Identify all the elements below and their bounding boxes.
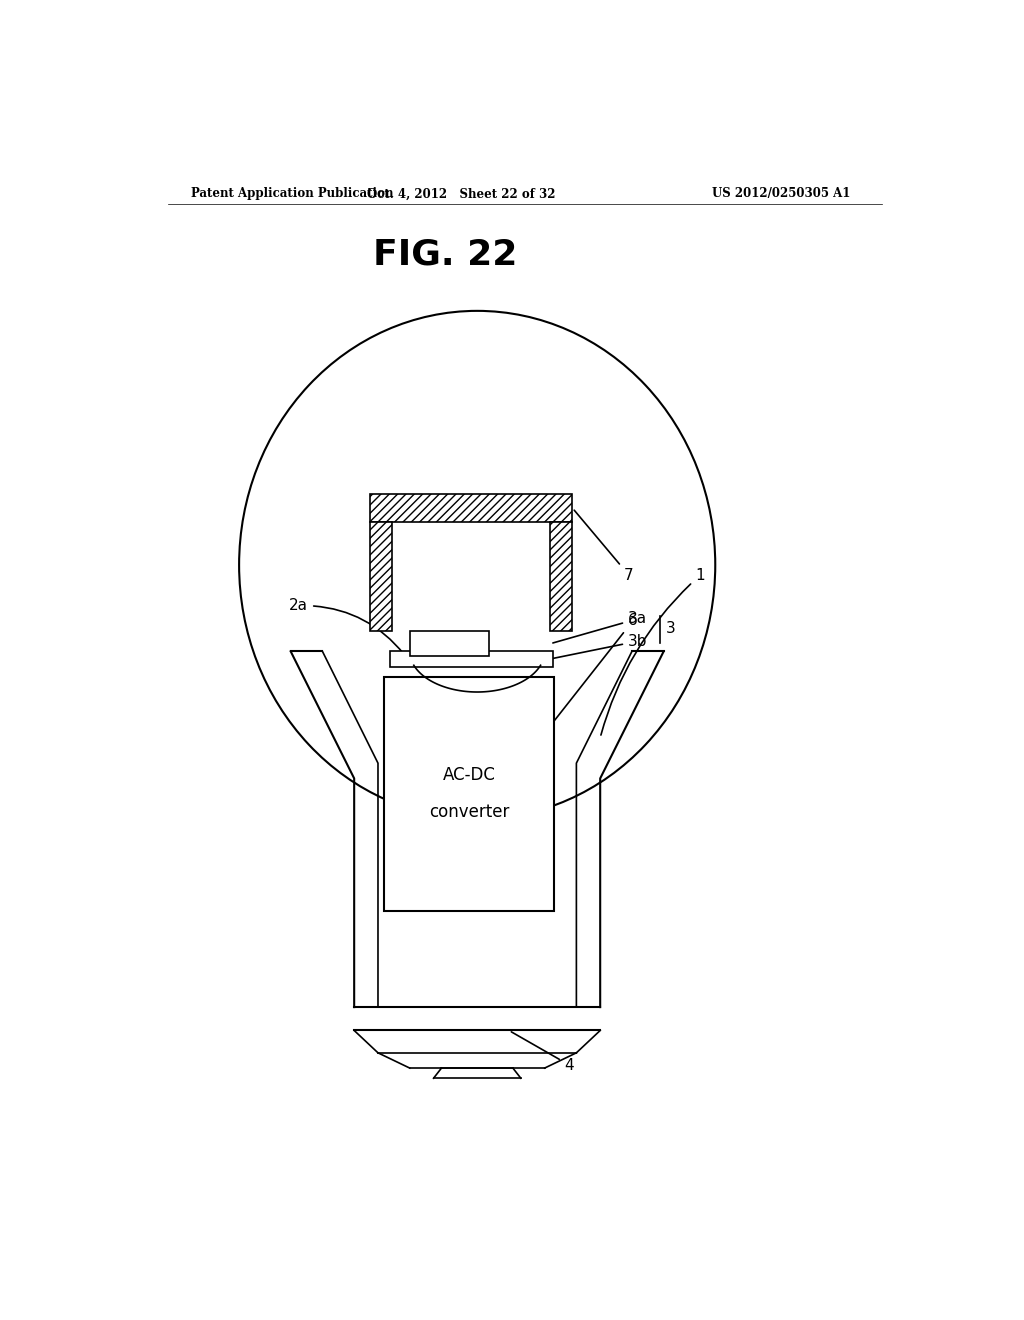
Text: converter: converter <box>429 804 509 821</box>
Text: US 2012/0250305 A1: US 2012/0250305 A1 <box>712 187 850 201</box>
Bar <box>370 523 392 631</box>
Bar <box>370 494 572 523</box>
Text: 3a: 3a <box>553 611 647 643</box>
Bar <box>410 631 489 656</box>
Text: 7: 7 <box>574 510 634 582</box>
Bar <box>392 523 550 631</box>
Bar <box>550 523 572 631</box>
Text: Oct. 4, 2012   Sheet 22 of 32: Oct. 4, 2012 Sheet 22 of 32 <box>367 187 556 201</box>
Text: 2a: 2a <box>289 598 404 655</box>
Bar <box>384 677 554 911</box>
Bar <box>390 651 553 667</box>
Text: Patent Application Publication: Patent Application Publication <box>191 187 394 201</box>
Text: 3b: 3b <box>553 634 647 659</box>
Text: 1: 1 <box>601 568 706 735</box>
Text: FIG. 22: FIG. 22 <box>374 238 517 272</box>
Text: AC-DC: AC-DC <box>442 766 496 784</box>
Text: 3: 3 <box>666 622 676 636</box>
Text: 6: 6 <box>511 614 638 776</box>
Text: 4: 4 <box>511 1032 574 1073</box>
